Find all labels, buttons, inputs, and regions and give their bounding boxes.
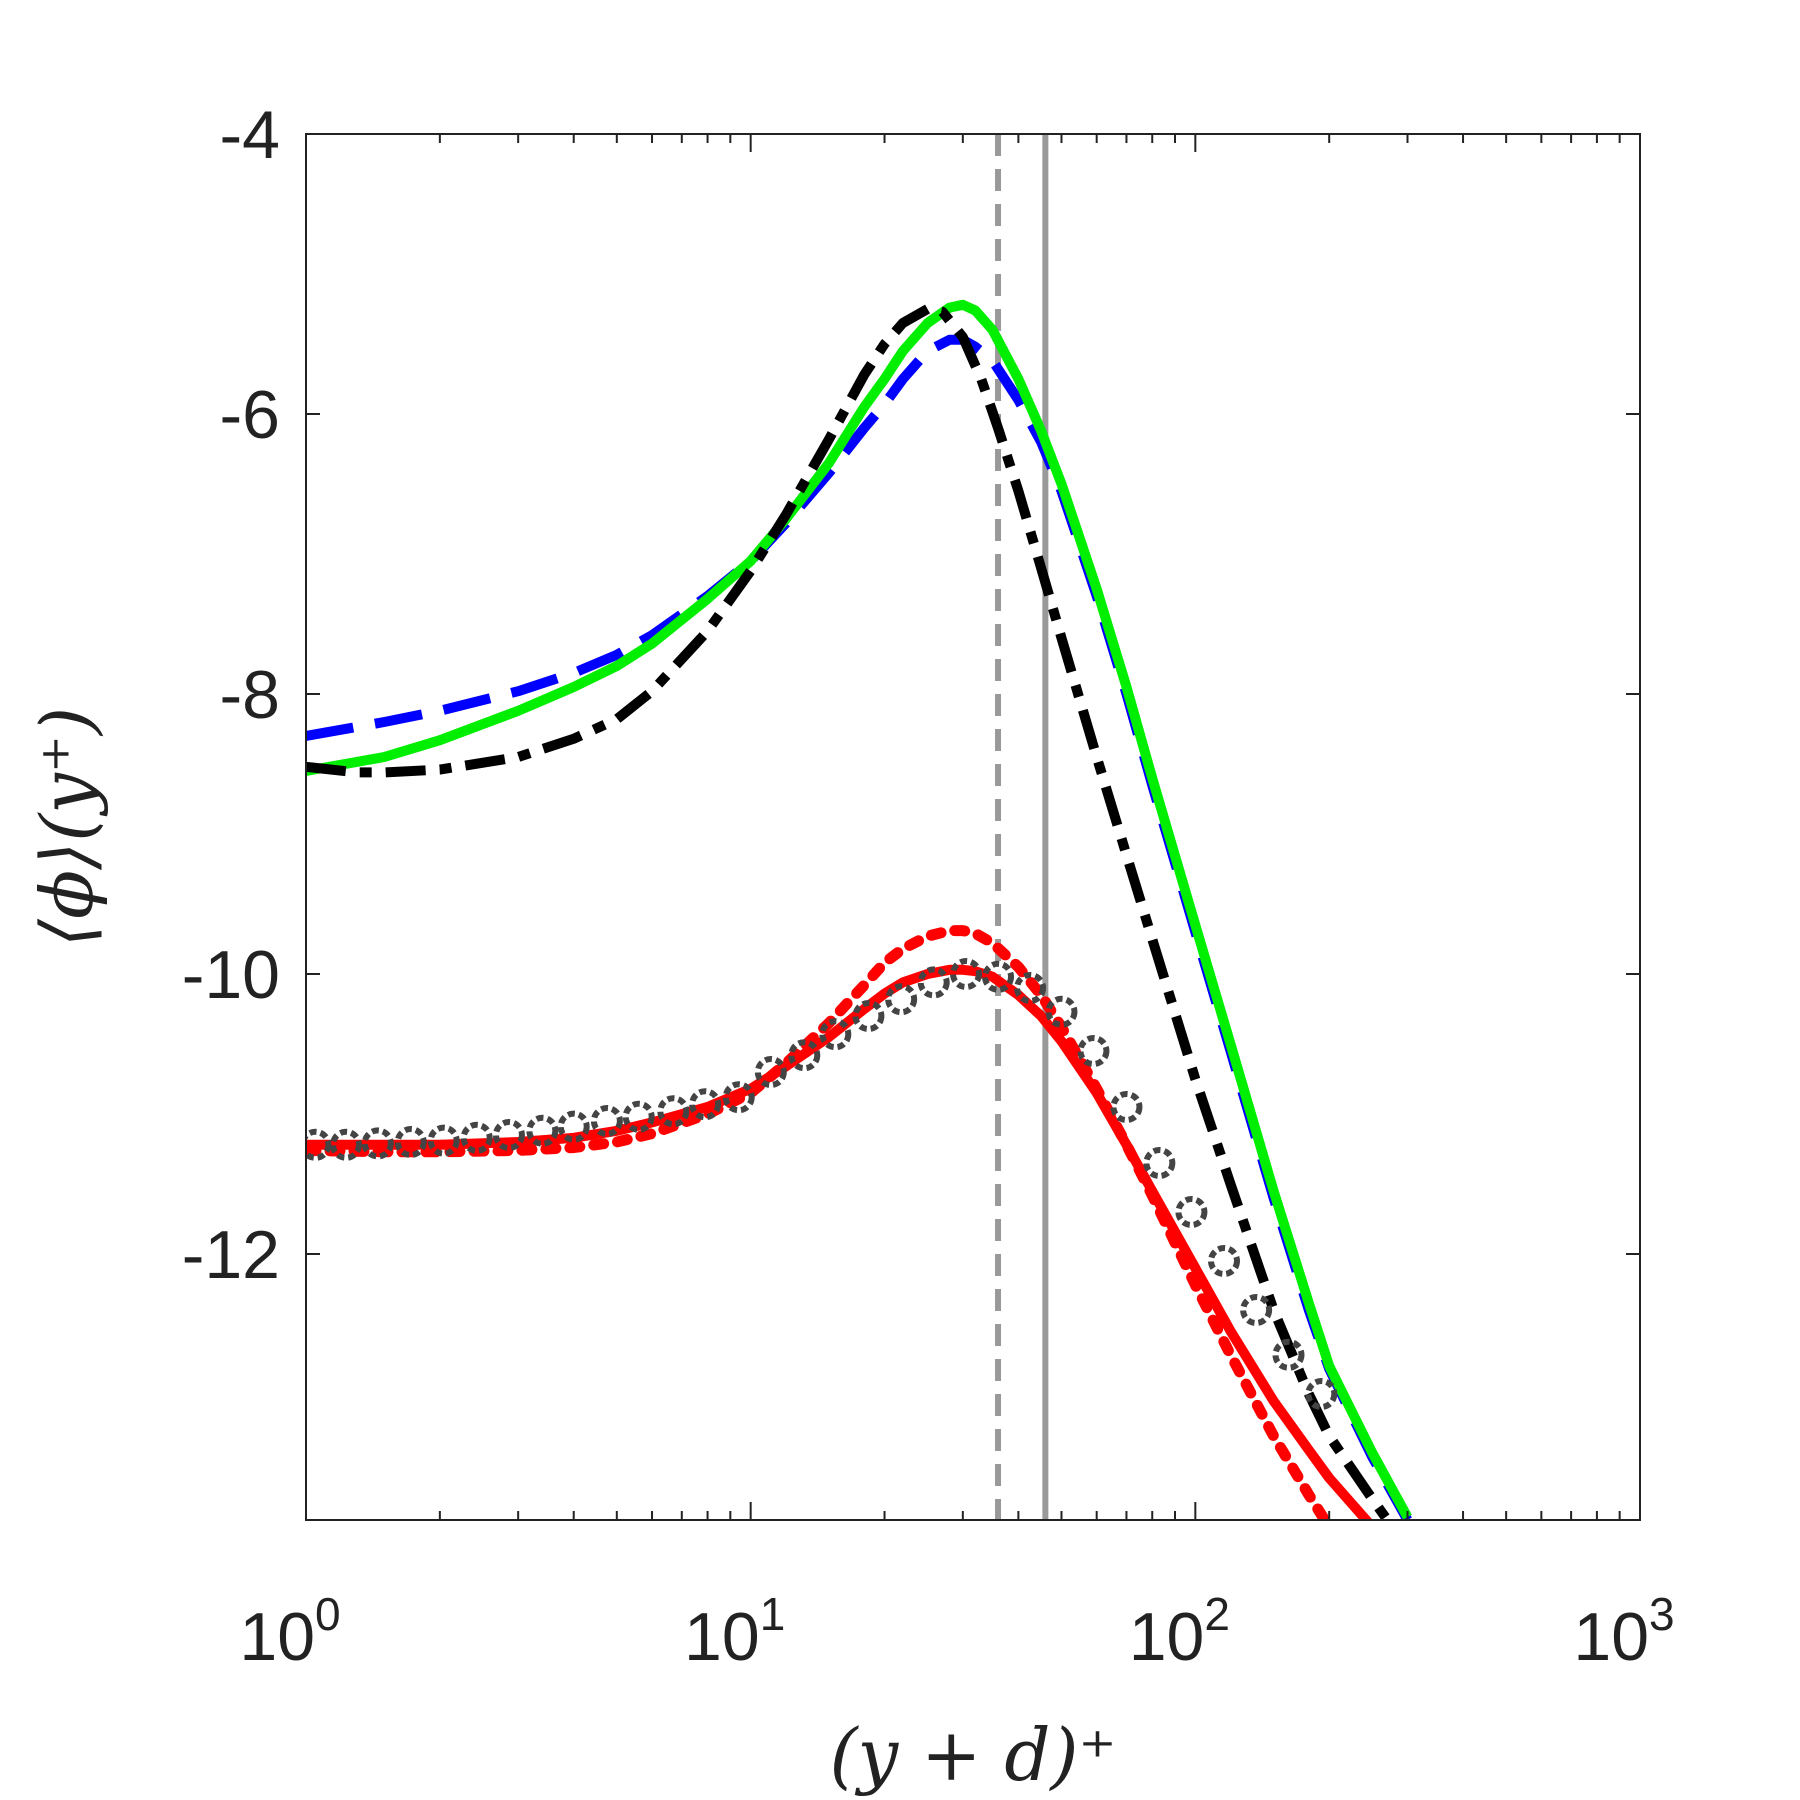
- y-axis-label: ⟨ϕ⟩(y⁺): [25, 707, 109, 947]
- data-marker: [1240, 1294, 1273, 1326]
- data-marker: [622, 1100, 655, 1133]
- gray-circles-series: [306, 958, 1338, 1410]
- black-dash-dot-line: [306, 304, 1394, 1520]
- green-solid-line: [306, 299, 1412, 1520]
- data-marker: [982, 960, 1015, 993]
- x-tick-label: 102: [1129, 1588, 1230, 1675]
- data-marker: [526, 1114, 559, 1147]
- data-marker: [950, 958, 983, 990]
- data-marker: [590, 1105, 623, 1137]
- data-marker: [657, 1095, 690, 1128]
- data-marker: [394, 1126, 427, 1158]
- data-marker: [1207, 1245, 1240, 1277]
- data-marker: [1077, 1035, 1110, 1067]
- data-marker: [754, 1056, 787, 1088]
- y-tick-label: -10: [182, 937, 280, 1013]
- data-marker: [722, 1081, 755, 1114]
- y-tick-label: -6: [220, 377, 280, 453]
- red-dotted-line: [306, 925, 1332, 1520]
- y-tick-label: -4: [220, 97, 280, 173]
- data-marker: [885, 983, 918, 1016]
- data-marker: [819, 1018, 852, 1051]
- data-marker: [689, 1088, 722, 1121]
- data-marker: [460, 1121, 493, 1154]
- data-marker: [917, 966, 950, 999]
- data-marker: [1272, 1338, 1305, 1371]
- data-marker: [852, 1000, 885, 1032]
- data-marker: [557, 1110, 590, 1143]
- data-marker: [361, 1127, 394, 1160]
- y-tick-label: -12: [182, 1217, 280, 1293]
- y-tick-label: -8: [220, 657, 280, 733]
- x-tick-label: 100: [239, 1588, 340, 1675]
- data-marker: [1175, 1196, 1208, 1228]
- data-marker: [492, 1119, 525, 1151]
- x-axis-label: (y + d)⁺: [829, 1713, 1116, 1797]
- data-marker: [1045, 995, 1078, 1028]
- data-marker: [329, 1128, 362, 1161]
- data-marker: [306, 1128, 332, 1161]
- data-marker: [1110, 1091, 1143, 1123]
- x-tick-label: 101: [684, 1588, 785, 1675]
- data-marker: [788, 1039, 821, 1072]
- data-marker: [427, 1124, 460, 1157]
- data-marker: [1014, 972, 1047, 1004]
- plot-area-frame: [305, 133, 1641, 1521]
- data-marker: [1305, 1378, 1338, 1410]
- x-tick-label: 103: [1573, 1588, 1674, 1675]
- data-marker: [1143, 1147, 1176, 1179]
